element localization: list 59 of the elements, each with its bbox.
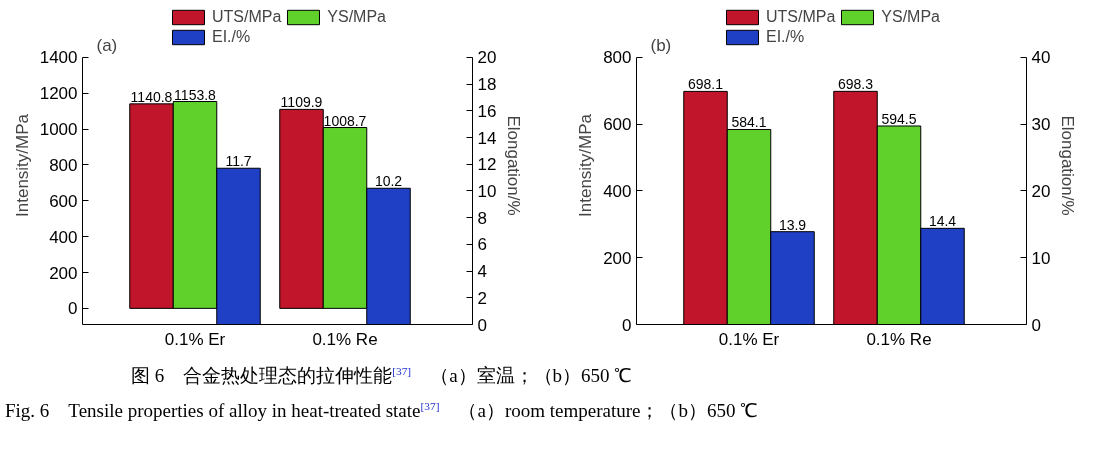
y2-axis-title: Elongation/% <box>504 115 524 216</box>
data-label: 1008.7 <box>323 112 367 129</box>
data-label: 14.4 <box>928 213 957 230</box>
x-tick-label: 0.1% Er <box>718 329 780 349</box>
text: Fig. 6 Tensile properties of alloy in heat-treated state$^{[37]}$ （a）room temperature；（b）650 ℃ <box>5 400 759 422</box>
data-label: 698.3 <box>837 76 874 93</box>
y2-tick-label: 6 <box>477 235 487 255</box>
x-tick-label: 0.1% Re <box>312 329 378 349</box>
y2-tick-label: 8 <box>477 208 487 228</box>
legend-label: EI./% <box>765 28 805 46</box>
y-tick-label: 0 <box>622 315 632 335</box>
legend-label: EI./% <box>211 28 251 46</box>
y2-tick-label: 2 <box>477 288 487 308</box>
legend-label: YS/MPa <box>327 8 387 26</box>
y-tick-label: 0 <box>68 299 78 319</box>
data-label: 1153.8 <box>174 86 217 103</box>
y2-tick-label: 10 <box>1031 248 1051 268</box>
y2-tick-label: 4 <box>477 262 487 282</box>
y-tick-label: 800 <box>49 155 78 175</box>
y-tick-label: 200 <box>49 263 78 283</box>
y2-tick-label: 0 <box>1031 315 1041 335</box>
data-label: 1140.8 <box>130 88 173 105</box>
y-tick-label: 200 <box>603 248 632 268</box>
y-tick-label: 400 <box>603 181 632 201</box>
y-tick-label: 400 <box>49 227 78 247</box>
data-label: 594.5 <box>881 111 917 127</box>
text: 图 6 合金热处理态的拉伸性能$^{[37]}$ （a）室温；（b）650 ℃ <box>130 365 633 387</box>
data-label: 1109.9 <box>280 94 323 111</box>
y-tick-label: 1000 <box>39 120 78 140</box>
y2-tick-label: 12 <box>477 155 497 175</box>
y2-tick-label: 40 <box>1031 48 1051 68</box>
y2-tick-label: 20 <box>477 48 497 68</box>
y-tick-label: 600 <box>603 115 632 135</box>
y-tick-label: 1400 <box>39 48 78 68</box>
y2-tick-label: 0 <box>477 315 487 335</box>
y2-tick-label: 18 <box>477 75 497 95</box>
text: (a) <box>96 35 118 55</box>
data-label: 698.1 <box>687 76 724 93</box>
x-tick-label: 0.1% Re <box>866 329 932 349</box>
y-tick-label: 1200 <box>39 84 78 104</box>
y-axis-title: Intensity/MPa <box>576 113 596 217</box>
y-axis-title: Intensity/MPa <box>12 113 32 217</box>
y-tick-label: 800 <box>603 48 632 68</box>
legend-label: UTS/MPa <box>211 8 282 26</box>
data-label: 11.7 <box>225 153 252 170</box>
y2-tick-label: 10 <box>477 181 497 201</box>
data-label: 13.9 <box>778 216 807 233</box>
y2-tick-label: 30 <box>1031 115 1051 135</box>
y2-tick-label: 16 <box>477 101 497 121</box>
y2-axis-title: Elongation/% <box>1058 115 1078 216</box>
y-tick-label: 600 <box>49 191 78 211</box>
x-tick-label: 0.1% Er <box>164 329 226 349</box>
y2-tick-label: 14 <box>477 128 497 148</box>
y2-tick-label: 20 <box>1031 181 1051 201</box>
data-label: 584.1 <box>731 114 767 131</box>
legend-label: UTS/MPa <box>765 8 836 26</box>
text: (b) <box>650 35 672 55</box>
data-label: 10.2 <box>374 173 403 190</box>
legend-label: YS/MPa <box>881 8 941 26</box>
